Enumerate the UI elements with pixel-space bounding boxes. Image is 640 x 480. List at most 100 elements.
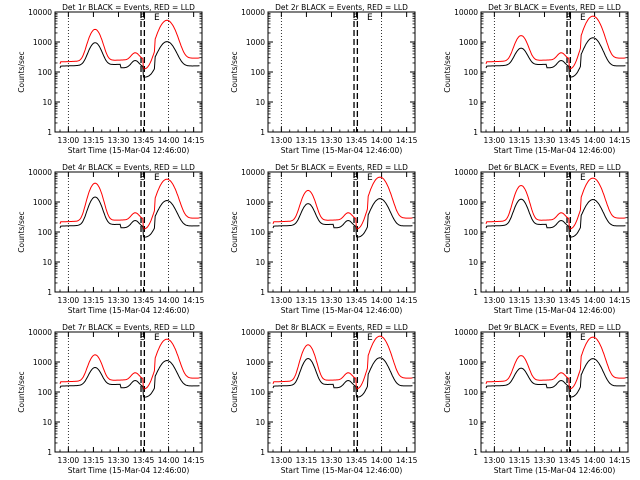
x-tick-label: 13:45 bbox=[346, 456, 368, 465]
series-line-lld bbox=[59, 338, 200, 390]
y-tick-label: 100 bbox=[464, 388, 479, 397]
series-line-events bbox=[485, 198, 626, 238]
x-tick-label: 13:15 bbox=[83, 136, 105, 145]
y-tick-label: 1 bbox=[47, 448, 52, 457]
x-tick-label: 14:15 bbox=[396, 296, 418, 305]
x-tick-label: 14:00 bbox=[584, 456, 606, 465]
x-tick-label: 13:00 bbox=[58, 296, 80, 305]
y-tick-label: 1 bbox=[260, 288, 265, 297]
y-tick-label: 1 bbox=[47, 128, 52, 137]
x-tick-label: 13:30 bbox=[321, 456, 343, 465]
x-tick-label: 14:15 bbox=[609, 136, 631, 145]
x-tick-label: 13:15 bbox=[83, 296, 105, 305]
x-tick-label: 13:00 bbox=[58, 136, 80, 145]
panel-det-1: Det 1r BLACK = Events, RED = LLD 1 10 100 10… bbox=[17, 3, 205, 155]
x-tick-label: 13:45 bbox=[346, 296, 368, 305]
x-tick-label: 14:15 bbox=[396, 456, 418, 465]
series-line-events bbox=[59, 359, 200, 398]
y-axis-label: Counts/sec bbox=[443, 51, 452, 92]
x-tick-label: 13:45 bbox=[133, 136, 155, 145]
end-marker-label: E bbox=[154, 333, 160, 343]
x-axis-label: Start Time (15-Mar-04 12:46:00) bbox=[494, 146, 616, 155]
panel-det-9: Det 9r BLACK = Events, RED = LLD 1 10 100 10… bbox=[443, 323, 631, 475]
series-line-lld bbox=[272, 335, 413, 390]
panel-title: Det 9r BLACK = Events, RED = LLD bbox=[488, 323, 621, 332]
y-tick-label: 100 bbox=[251, 68, 266, 77]
series-line-lld bbox=[272, 176, 413, 230]
start-marker-label: S bbox=[140, 333, 146, 343]
series-line-events bbox=[59, 196, 200, 238]
x-tick-label: 13:30 bbox=[108, 456, 130, 465]
y-tick-label: 10 bbox=[255, 418, 265, 427]
x-tick-label: 14:15 bbox=[183, 296, 205, 305]
x-axis-label: Start Time (15-Mar-04 12:46:00) bbox=[68, 146, 190, 155]
y-tick-label: 1000 bbox=[246, 358, 265, 367]
x-tick-label: 14:00 bbox=[584, 136, 606, 145]
x-tick-label: 14:15 bbox=[609, 296, 631, 305]
y-tick-label: 1000 bbox=[33, 198, 52, 207]
y-tick-label: 10000 bbox=[241, 168, 265, 177]
plot-frame bbox=[480, 11, 629, 133]
y-tick-label: 10 bbox=[42, 258, 52, 267]
panel-det-8: Det 8r BLACK = Events, RED = LLD 1 10 100 10… bbox=[230, 323, 418, 475]
x-tick-label: 13:15 bbox=[509, 136, 531, 145]
end-marker-label: E bbox=[367, 173, 373, 183]
x-tick-label: 13:00 bbox=[484, 296, 506, 305]
y-tick-label: 10 bbox=[42, 418, 52, 427]
series-line-lld bbox=[59, 178, 200, 230]
start-marker-label: S bbox=[566, 333, 572, 343]
panel-title: Det 8r BLACK = Events, RED = LLD bbox=[275, 323, 408, 332]
series-line-lld bbox=[485, 177, 626, 230]
plot-frame bbox=[480, 171, 629, 293]
end-marker-label: E bbox=[580, 173, 586, 183]
y-axis-label: Counts/sec bbox=[230, 51, 239, 92]
x-tick-label: 13:30 bbox=[534, 296, 556, 305]
y-tick-label: 10 bbox=[255, 258, 265, 267]
x-tick-label: 13:30 bbox=[321, 296, 343, 305]
y-axis-label: Counts/sec bbox=[17, 371, 26, 412]
y-tick-label: 10000 bbox=[241, 328, 265, 337]
y-tick-label: 100 bbox=[251, 388, 266, 397]
y-axis-label: Counts/sec bbox=[230, 211, 239, 252]
plot-frame bbox=[267, 331, 416, 453]
y-tick-label: 1 bbox=[473, 288, 478, 297]
y-tick-label: 1 bbox=[473, 448, 478, 457]
series-line-events bbox=[272, 357, 413, 398]
y-tick-label: 100 bbox=[38, 228, 53, 237]
x-tick-label: 13:45 bbox=[559, 456, 581, 465]
panel-det-3: Det 3r BLACK = Events, RED = LLD 1 10 100 10… bbox=[443, 3, 631, 155]
plot-frame bbox=[54, 11, 203, 133]
x-tick-label: 13:15 bbox=[296, 456, 318, 465]
x-tick-label: 13:30 bbox=[534, 136, 556, 145]
x-tick-label: 14:00 bbox=[158, 456, 180, 465]
y-tick-label: 100 bbox=[464, 68, 479, 77]
y-tick-label: 10000 bbox=[241, 8, 265, 17]
x-tick-label: 13:30 bbox=[321, 136, 343, 145]
x-axis-label: Start Time (15-Mar-04 12:46:00) bbox=[281, 146, 403, 155]
y-tick-label: 100 bbox=[251, 228, 266, 237]
panel-det-2: Det 2r BLACK = Events, RED = LLD 1 10 100 10… bbox=[230, 3, 418, 155]
y-tick-label: 1 bbox=[260, 128, 265, 137]
y-tick-label: 100 bbox=[464, 228, 479, 237]
end-marker-label: E bbox=[367, 13, 373, 23]
x-tick-label: 13:30 bbox=[108, 136, 130, 145]
x-tick-label: 14:15 bbox=[183, 456, 205, 465]
y-tick-label: 10 bbox=[468, 98, 478, 107]
series-line-events bbox=[272, 198, 413, 238]
y-tick-label: 10 bbox=[468, 418, 478, 427]
end-marker-label: E bbox=[154, 173, 160, 183]
x-tick-label: 14:00 bbox=[158, 136, 180, 145]
series-line-events bbox=[485, 358, 626, 398]
y-tick-label: 1 bbox=[473, 128, 478, 137]
x-axis-label: Start Time (15-Mar-04 12:46:00) bbox=[281, 306, 403, 315]
plot-frame bbox=[267, 11, 416, 133]
y-axis-label: Counts/sec bbox=[230, 371, 239, 412]
plot-frame bbox=[54, 331, 203, 453]
plot-frame bbox=[480, 331, 629, 453]
x-tick-label: 14:15 bbox=[183, 136, 205, 145]
y-tick-label: 100 bbox=[38, 68, 53, 77]
x-tick-label: 13:45 bbox=[133, 456, 155, 465]
x-tick-label: 13:00 bbox=[484, 136, 506, 145]
x-tick-label: 13:45 bbox=[133, 296, 155, 305]
